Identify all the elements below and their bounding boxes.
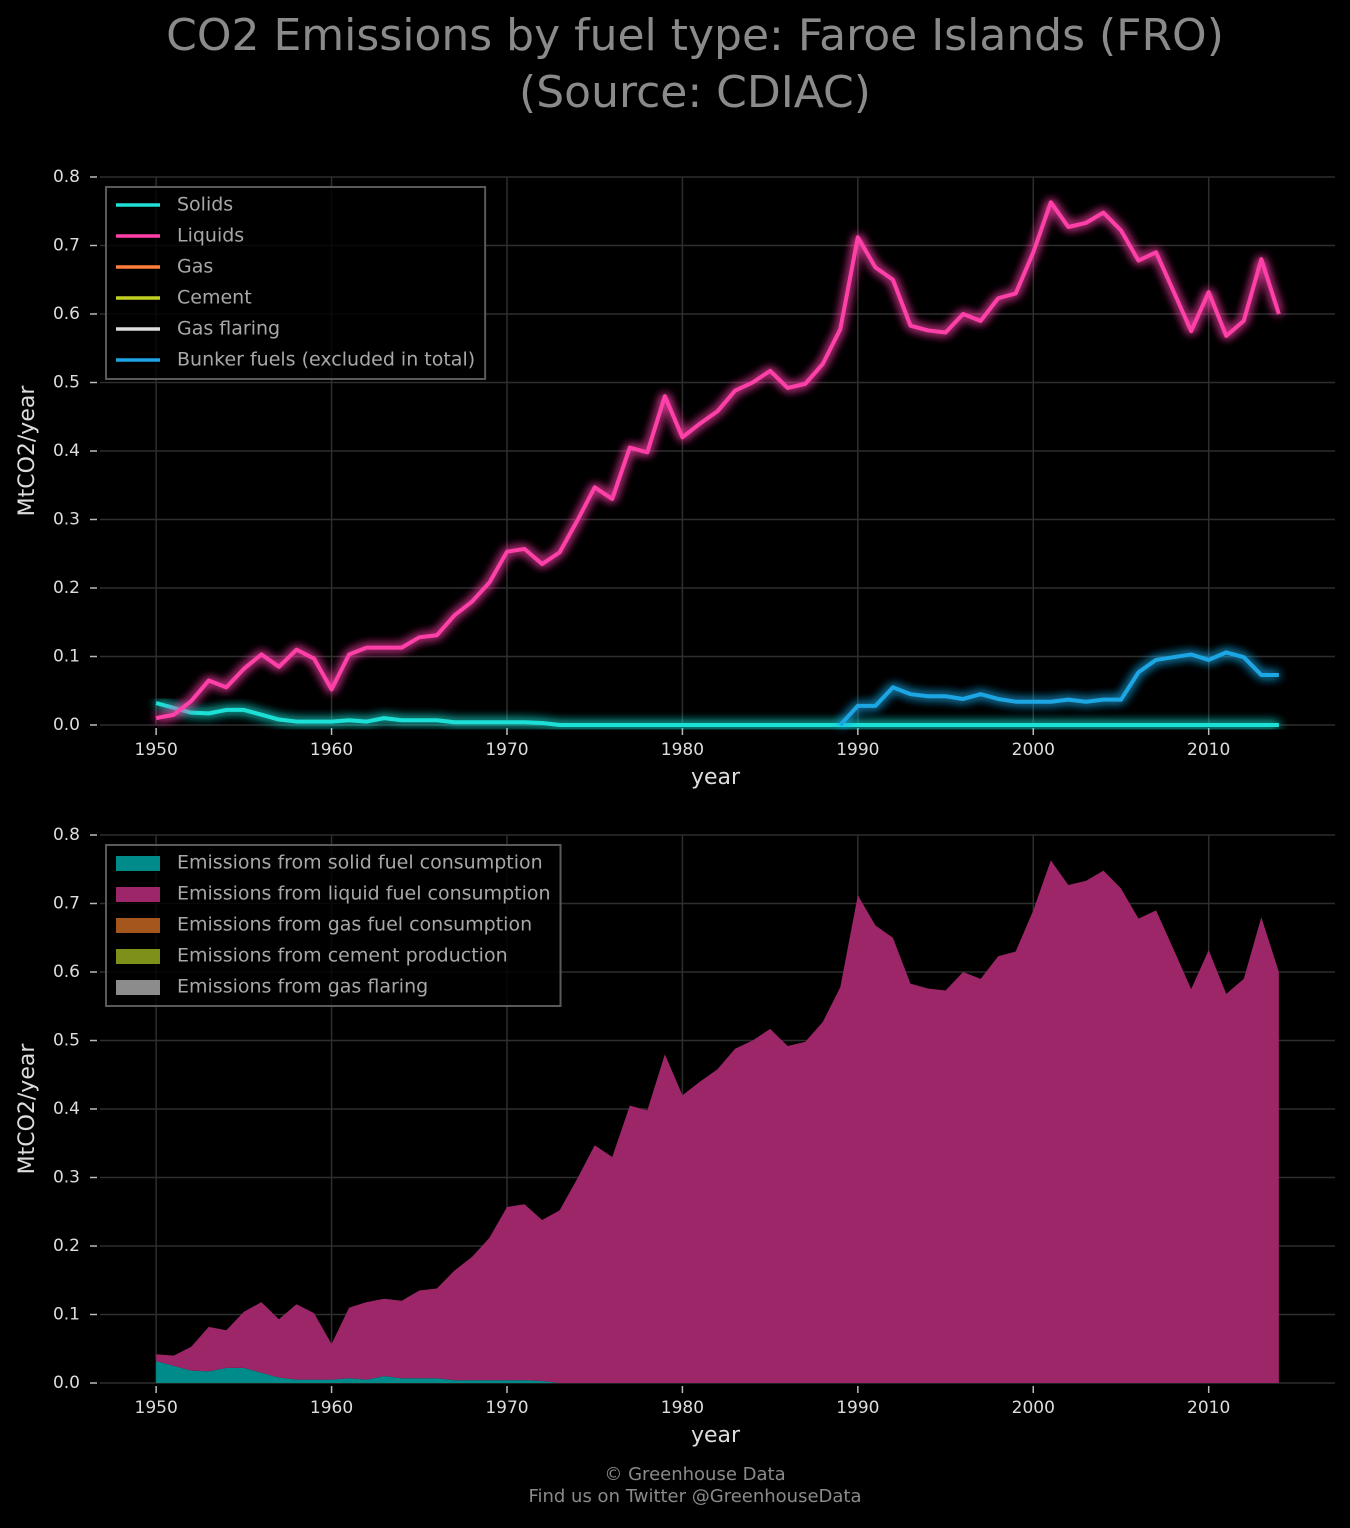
y-tick-label: 0.6 xyxy=(53,962,80,982)
y-tick-label: 0.7 xyxy=(53,236,80,256)
x-tick-label: 1950 xyxy=(135,740,178,760)
y-tick-label: 0.4 xyxy=(53,1099,80,1119)
x-tick-label: 2000 xyxy=(1012,740,1055,760)
series-area xyxy=(156,1361,1279,1383)
y-tick-label: 0.7 xyxy=(53,894,80,914)
legend-swatch xyxy=(116,949,160,964)
y-axis-label: MtCO2/year xyxy=(15,1043,40,1175)
legend-swatch xyxy=(116,887,160,902)
footer-line: Find us on Twitter @GreenhouseData xyxy=(528,1486,861,1507)
x-tick-label: 1950 xyxy=(135,1398,178,1418)
legend-frame xyxy=(105,186,487,380)
legend-swatch xyxy=(116,918,160,933)
y-tick-label: 0.4 xyxy=(53,441,80,461)
subplot: 0.0 0.1 0.2 0.3 0.4 0.5 0.6 0.7 0.8 1950 1960 1970 1… xyxy=(15,167,1335,790)
legend-label: Emissions from cement production xyxy=(177,945,508,967)
x-tick-label: 2010 xyxy=(1187,740,1230,760)
legend-label: Emissions from solid fuel consumption xyxy=(177,852,543,874)
x-axis-label: year xyxy=(691,765,741,790)
legend: Emissions from solid fuel consumption Emi… xyxy=(105,844,562,1007)
legend-label: Emissions from gas fuel consumption xyxy=(177,914,532,936)
footer-line: © Greenhouse Data xyxy=(604,1464,785,1485)
y-tick-label: 0.6 xyxy=(53,304,80,324)
y-tick-label: 0.2 xyxy=(53,1236,80,1256)
legend-label: Bunker fuels (excluded in total) xyxy=(177,349,475,371)
x-tick-label: 1990 xyxy=(836,740,879,760)
y-tick-label: 0.8 xyxy=(53,167,80,187)
legend-swatch xyxy=(116,980,160,995)
x-tick-label: 2000 xyxy=(1012,1398,1055,1418)
x-tick-label: 2010 xyxy=(1187,1398,1230,1418)
x-tick-label: 1970 xyxy=(485,740,528,760)
title-line: (Source: CDIAC) xyxy=(519,67,871,118)
y-tick-label: 0.1 xyxy=(53,1305,80,1325)
title-line: CO2 Emissions by fuel type: Faroe Island… xyxy=(166,10,1224,61)
series-line xyxy=(155,200,1281,721)
y-tick-label: 0.0 xyxy=(53,1373,80,1393)
legend-label: Emissions from liquid fuel consumption xyxy=(177,883,551,905)
legend-label: Liquids xyxy=(177,225,244,247)
legend-swatch xyxy=(116,856,160,871)
legend-label: Gas xyxy=(177,256,213,278)
y-tick-label: 0.5 xyxy=(53,1031,80,1051)
legend-label: Emissions from gas flaring xyxy=(177,976,428,998)
series-line xyxy=(838,650,1279,727)
x-tick-label: 1960 xyxy=(310,740,353,760)
legend-label: Cement xyxy=(177,287,252,309)
legend-label: Solids xyxy=(177,194,233,216)
y-tick-label: 0.3 xyxy=(53,510,80,530)
y-tick-label: 0.1 xyxy=(53,647,80,667)
y-axis-label: MtCO2/year xyxy=(15,385,40,517)
x-tick-label: 1960 xyxy=(310,1398,353,1418)
x-tick-label: 1970 xyxy=(485,1398,528,1418)
x-tick-label: 1980 xyxy=(661,740,704,760)
legend-label: Gas flaring xyxy=(177,318,280,340)
x-tick-label: 1980 xyxy=(661,1398,704,1418)
x-axis-label: year xyxy=(691,1423,741,1448)
y-tick-label: 0.8 xyxy=(53,825,80,845)
legend: Solids Liquids Gas Cement Gas flaring Bunker … xyxy=(105,186,487,380)
y-tick-label: 0.5 xyxy=(53,373,80,393)
y-tick-label: 0.0 xyxy=(53,715,80,735)
x-tick-label: 1990 xyxy=(836,1398,879,1418)
y-tick-label: 0.3 xyxy=(53,1168,80,1188)
legend-frame xyxy=(105,844,562,1007)
series-area xyxy=(156,860,1279,1383)
y-tick-label: 0.2 xyxy=(53,578,80,598)
subplot: 0.0 0.1 0.2 0.3 0.4 0.5 0.6 0.7 0.8 1950 1960 1970 1… xyxy=(15,825,1335,1448)
